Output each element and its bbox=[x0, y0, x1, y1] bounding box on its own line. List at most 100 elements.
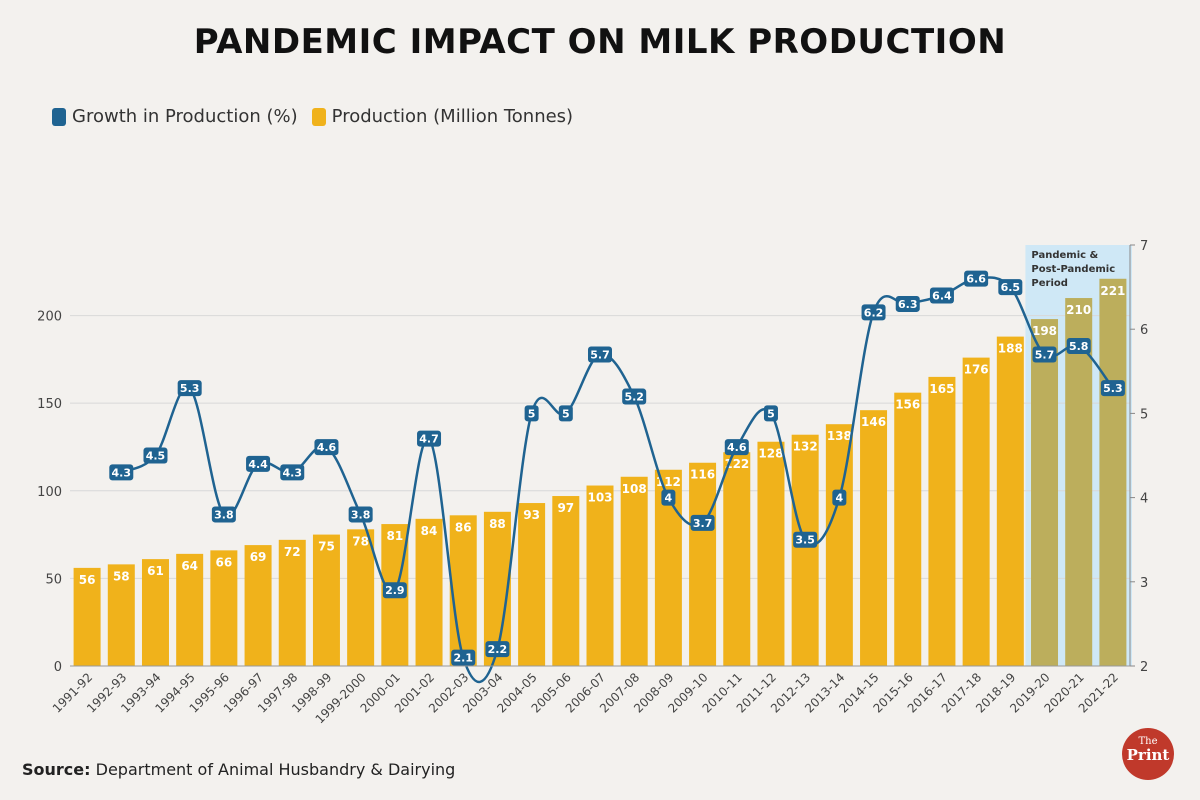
bar bbox=[757, 441, 785, 666]
bar-value-label: 56 bbox=[79, 573, 96, 587]
growth-point-marker bbox=[109, 464, 134, 481]
bar bbox=[415, 518, 443, 666]
logo-line1: The bbox=[1138, 736, 1158, 747]
bar bbox=[996, 336, 1024, 666]
growth-point-label: 4.4 bbox=[248, 458, 268, 471]
growth-point-marker bbox=[246, 455, 271, 472]
bar bbox=[586, 485, 614, 666]
growth-point-marker bbox=[832, 489, 847, 506]
growth-point-marker bbox=[1032, 346, 1057, 363]
growth-point-marker bbox=[929, 287, 954, 304]
bar bbox=[620, 476, 648, 666]
growth-point-label: 5.2 bbox=[624, 391, 644, 404]
y-left-tick-label: 50 bbox=[45, 572, 62, 587]
growth-point-marker bbox=[895, 295, 920, 312]
bar bbox=[210, 550, 238, 666]
bar-value-label: 88 bbox=[489, 517, 506, 531]
bar bbox=[962, 357, 990, 666]
growth-point-label: 6.4 bbox=[932, 290, 952, 303]
bar-value-label: 75 bbox=[318, 540, 335, 554]
growth-point-label: 5 bbox=[562, 407, 570, 420]
source-text: Department of Animal Husbandry & Dairyin… bbox=[95, 760, 456, 779]
bar-value-label: 128 bbox=[758, 447, 783, 461]
growth-point-marker bbox=[211, 506, 236, 523]
bar-value-label: 86 bbox=[455, 520, 472, 534]
bar bbox=[312, 534, 340, 666]
growth-point-label: 3.8 bbox=[214, 508, 234, 521]
source-note: Source: Department of Animal Husbandry &… bbox=[22, 760, 455, 779]
growth-point-label: 5.7 bbox=[590, 348, 610, 361]
bar bbox=[723, 452, 751, 666]
growth-point-marker bbox=[417, 430, 442, 447]
bar-value-label: 66 bbox=[216, 555, 233, 569]
theprint-logo: The Print bbox=[1122, 728, 1174, 780]
growth-point-marker bbox=[314, 439, 339, 456]
growth-point-marker bbox=[1066, 338, 1091, 355]
growth-point-marker bbox=[793, 531, 818, 548]
bar-value-label: 116 bbox=[690, 468, 715, 482]
growth-point-marker bbox=[1100, 380, 1125, 397]
growth-point-label: 2.2 bbox=[488, 643, 508, 656]
bar bbox=[928, 376, 956, 666]
bar bbox=[1065, 298, 1093, 666]
legend-item-growth: Growth in Production (%) bbox=[52, 106, 298, 127]
bar-value-label: 138 bbox=[827, 429, 852, 443]
y-left-tick-label: 100 bbox=[37, 485, 62, 500]
bar bbox=[449, 515, 477, 666]
bar bbox=[278, 539, 306, 666]
bar-value-label: 97 bbox=[557, 501, 574, 515]
y-right-tick-label: 2 bbox=[1140, 660, 1148, 675]
growth-point-label: 6.2 bbox=[864, 306, 884, 319]
y-left-tick-label: 200 bbox=[37, 310, 62, 325]
growth-point-marker bbox=[524, 405, 539, 422]
bar-value-label: 69 bbox=[250, 550, 267, 564]
bar-value-label: 176 bbox=[964, 363, 989, 377]
bar-value-label: 132 bbox=[793, 440, 818, 454]
bar-value-label: 78 bbox=[352, 534, 369, 548]
bar-value-label: 61 bbox=[147, 564, 164, 578]
bar-value-label: 165 bbox=[929, 382, 954, 396]
growth-point-marker bbox=[690, 514, 715, 531]
growth-point-label: 5.8 bbox=[1069, 340, 1089, 353]
growth-point-label: 5.7 bbox=[1035, 348, 1055, 361]
growth-point-marker bbox=[588, 346, 612, 363]
growth-point-label: 4.5 bbox=[146, 450, 166, 463]
bar-value-label: 84 bbox=[421, 524, 438, 538]
bar-value-label: 146 bbox=[861, 415, 886, 429]
growth-point-label: 6.3 bbox=[898, 298, 918, 311]
growth-point-marker bbox=[382, 582, 407, 599]
growth-point-marker bbox=[451, 649, 476, 666]
logo-line2: Print bbox=[1126, 746, 1170, 764]
bar bbox=[1031, 319, 1059, 666]
y-right-tick-label: 6 bbox=[1140, 323, 1148, 338]
growth-point-marker bbox=[724, 439, 749, 456]
y-right-tick-label: 5 bbox=[1140, 407, 1148, 422]
pandemic-label-line: Period bbox=[1031, 278, 1068, 289]
growth-point-label: 4.6 bbox=[317, 441, 337, 454]
growth-point-label: 4 bbox=[836, 492, 844, 505]
legend-swatch-production bbox=[311, 107, 326, 126]
growth-point-label: 3.8 bbox=[351, 508, 371, 521]
chart-title: PANDEMIC IMPACT ON MILK PRODUCTION bbox=[193, 22, 1007, 62]
growth-point-label: 4.6 bbox=[727, 441, 747, 454]
growth-point-label: 4 bbox=[665, 492, 673, 505]
growth-point-label: 5.3 bbox=[1103, 382, 1123, 395]
bar bbox=[176, 553, 204, 666]
growth-point-label: 4.7 bbox=[419, 433, 439, 446]
bar bbox=[244, 545, 272, 666]
growth-point-marker bbox=[348, 506, 373, 523]
bar-value-label: 210 bbox=[1066, 303, 1091, 317]
y-right-tick-label: 4 bbox=[1140, 492, 1148, 507]
bar-value-label: 198 bbox=[1032, 324, 1057, 338]
bar-value-label: 72 bbox=[284, 545, 301, 559]
bar bbox=[860, 410, 888, 666]
growth-point-marker bbox=[998, 279, 1023, 296]
bar bbox=[689, 462, 717, 666]
bar bbox=[107, 564, 135, 666]
bar bbox=[791, 434, 819, 666]
growth-point-label: 2.1 bbox=[453, 652, 473, 665]
y-left-tick-label: 150 bbox=[37, 397, 62, 412]
growth-point-label: 6.6 bbox=[966, 273, 986, 286]
growth-point-marker bbox=[143, 447, 168, 464]
bar-value-label: 156 bbox=[895, 398, 920, 412]
